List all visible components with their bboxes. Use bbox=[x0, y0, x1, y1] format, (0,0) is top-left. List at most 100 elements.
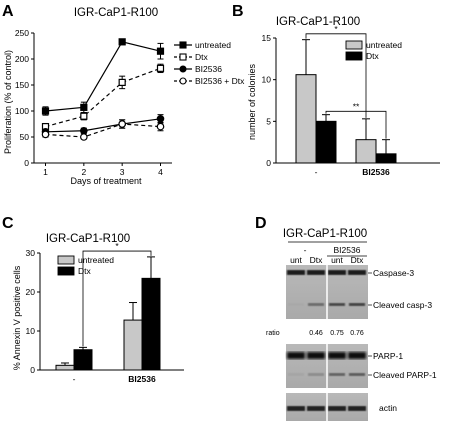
band-caspase-3 bbox=[348, 270, 366, 275]
band-cleaved-parp-1 bbox=[308, 373, 324, 376]
band-caspase-3 bbox=[328, 270, 346, 275]
panel-c-title: IGR-CaP1-R100 bbox=[46, 233, 130, 245]
label-cleaved-parp-1: Cleaved PARP-1 bbox=[373, 370, 437, 380]
panel-c-ytick-label: 10 bbox=[26, 326, 36, 336]
panel-a-xtick-label: 3 bbox=[120, 167, 125, 177]
panel-c-legend-swatch bbox=[57, 266, 75, 276]
panel-a-series-line-2 bbox=[45, 118, 161, 133]
panel-a-series-line-0 bbox=[45, 41, 161, 112]
panel-a-legend-marker bbox=[179, 41, 187, 49]
panel-a-point-circle bbox=[156, 122, 165, 131]
panel-label-b: B bbox=[232, 3, 244, 20]
panel-c-legend-label: Dtx bbox=[78, 266, 92, 276]
panel-a-point-square bbox=[156, 64, 165, 72]
panel-c-bar bbox=[123, 319, 143, 371]
panel-a-point-square bbox=[118, 38, 126, 46]
panel-a-ytick-label: 150 bbox=[15, 80, 29, 90]
ratio-label: ratio bbox=[266, 330, 280, 337]
band-cleaved-casp-3 bbox=[329, 303, 345, 306]
panel-b-bar bbox=[295, 74, 317, 164]
label-parp-1: PARP-1 bbox=[373, 351, 403, 361]
panel-a-legend-marker bbox=[179, 77, 187, 85]
panel-b-legend-swatch bbox=[345, 51, 363, 61]
band-cleaved-parp-1 bbox=[349, 373, 365, 376]
band-caspase-3 bbox=[307, 270, 325, 275]
panel-a-ylabel: Proliferation (% of control) bbox=[3, 50, 13, 154]
band-actin bbox=[307, 406, 325, 411]
panel-a-point-circle bbox=[41, 130, 50, 139]
panel-d-western-blot: IGR-CaP1-R100 - BI2536 unt Dtx unt Dtx Casp… bbox=[266, 228, 437, 421]
band-parp-1 bbox=[287, 352, 305, 359]
band-caspase-3 bbox=[287, 270, 305, 275]
panel-c-legend-label: untreated bbox=[78, 255, 114, 265]
lane-label-1: Dtx bbox=[310, 255, 324, 265]
panel-a-ytick-label: 200 bbox=[15, 54, 29, 64]
lane-label-2: unt bbox=[331, 255, 343, 265]
panel-label-d: D bbox=[255, 215, 267, 232]
panel-c-ytick-label: 30 bbox=[26, 248, 36, 258]
panel-b-significance-label: ** bbox=[353, 101, 360, 111]
panel-c-ytick-label: 20 bbox=[26, 287, 36, 297]
panel-a-series-line-1 bbox=[45, 67, 161, 128]
panel-a-legend-label: BI2536 bbox=[195, 64, 222, 74]
panel-a-point-circle bbox=[80, 133, 88, 141]
panel-b-category-label: - bbox=[315, 167, 318, 177]
panel-a-legend-marker bbox=[179, 53, 187, 61]
label-cleaved-casp-3: Cleaved casp-3 bbox=[373, 300, 432, 310]
panel-a-point-circle bbox=[118, 120, 126, 128]
panel-a-xtick-label: 2 bbox=[81, 167, 86, 177]
panel-a-legend-marker bbox=[179, 65, 187, 73]
band-parp-1 bbox=[307, 352, 325, 359]
label-caspase-3: Caspase-3 bbox=[373, 268, 414, 278]
panel-b-ytick-label: 5 bbox=[266, 116, 271, 126]
panel-a-series-line-3 bbox=[45, 123, 161, 138]
panel-label-c: C bbox=[2, 215, 14, 232]
panel-c-bar-chart: IGR-CaP1-R100 % Annexin V positive cells… bbox=[12, 233, 184, 384]
panel-c-ytick-label: 0 bbox=[30, 365, 35, 375]
panel-a-legend-label: untreated bbox=[195, 40, 231, 50]
band-parp-1 bbox=[348, 352, 366, 359]
panel-b-title: IGR-CaP1-R100 bbox=[276, 16, 360, 28]
panel-b-legend-label: untreated bbox=[366, 40, 402, 50]
panel-a-point-square bbox=[156, 47, 165, 55]
panel-b-significance-bracket bbox=[325, 110, 387, 139]
panel-c-significance-label: * bbox=[115, 241, 119, 251]
panel-a-point-circle bbox=[156, 115, 165, 123]
panel-label-a: A bbox=[2, 3, 14, 20]
panel-a-point-square bbox=[80, 103, 88, 111]
band-actin bbox=[348, 406, 366, 411]
panel-a-point-square bbox=[41, 107, 50, 115]
panel-a-ytick-label: 50 bbox=[20, 132, 30, 142]
band-parp-1 bbox=[328, 352, 346, 359]
panel-b-ylabel: number of colonies bbox=[247, 63, 257, 140]
ratio-value-2: 0.76 bbox=[350, 330, 364, 337]
panel-b-significance-bracket bbox=[305, 33, 367, 118]
panel-b-legend-swatch bbox=[345, 40, 363, 50]
panel-b-category-label: BI2536 bbox=[362, 167, 390, 177]
panel-c-bar bbox=[55, 364, 75, 371]
band-actin bbox=[287, 406, 305, 411]
panel-b-bar-chart: IGR-CaP1-R100 number of colonies 0 5 10 15 -… bbox=[247, 16, 440, 177]
panel-a-line-chart: IGR-CaP1-R100 Proliferation (% of contro… bbox=[3, 7, 245, 186]
panel-a-title: IGR-CaP1-R100 bbox=[74, 7, 158, 19]
lane-label-3: Dtx bbox=[351, 255, 365, 265]
band-cleaved-casp-3 bbox=[349, 303, 365, 306]
panel-b-bar bbox=[315, 120, 337, 164]
panel-c-bar bbox=[73, 349, 93, 371]
panel-b-legend-label: Dtx bbox=[366, 51, 380, 61]
lane-label-0: unt bbox=[290, 255, 302, 265]
band-cleaved-casp-3 bbox=[288, 303, 304, 306]
panel-c-bar bbox=[141, 277, 161, 371]
panel-a-point-square bbox=[118, 78, 126, 87]
panel-c-category-label: - bbox=[73, 374, 76, 384]
treatment-minus-label: - bbox=[304, 245, 307, 255]
band-cleaved-casp-3 bbox=[308, 303, 324, 306]
blot-title: IGR-CaP1-R100 bbox=[283, 228, 367, 240]
treatment-bi-label: BI2536 bbox=[334, 245, 361, 255]
panel-a-point-circle bbox=[80, 126, 88, 135]
ratio-value-1: 0.75 bbox=[330, 330, 344, 337]
panel-c-legend-swatch bbox=[57, 255, 75, 265]
panel-c-ylabel: % Annexin V positive cells bbox=[12, 265, 22, 370]
